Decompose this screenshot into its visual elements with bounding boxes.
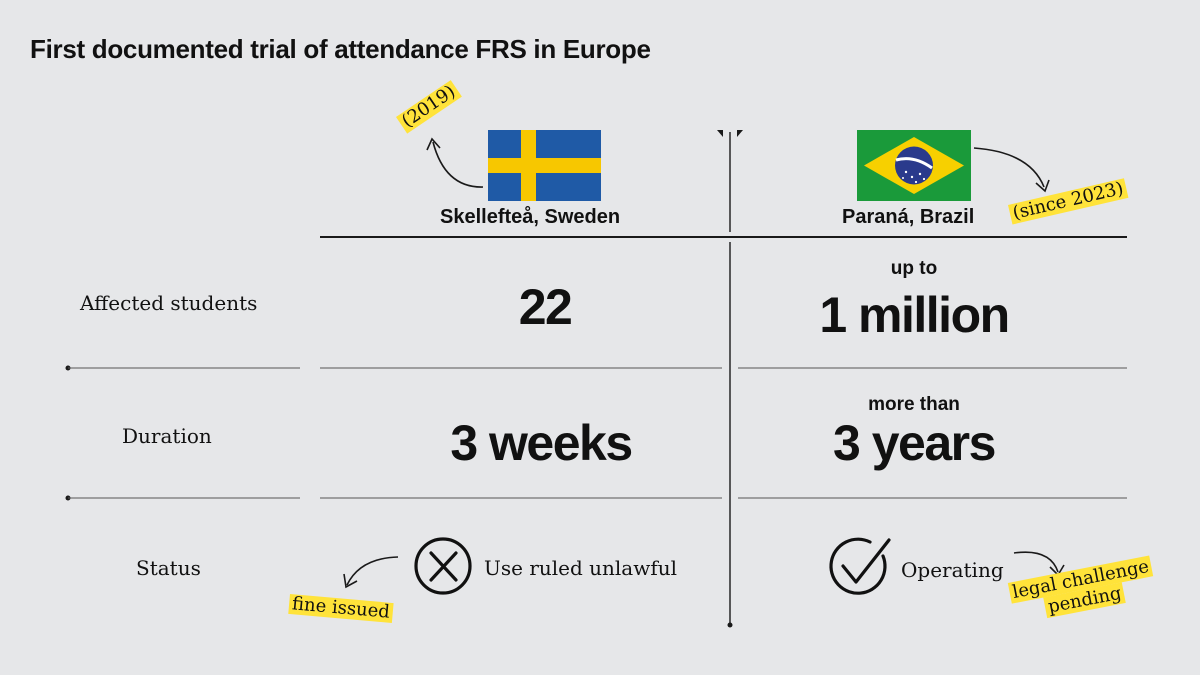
brazil-affected-value: 1 million (819, 287, 1010, 343)
annotation-arrow-legal (1013, 551, 1065, 577)
brazil-affected-prefix: up to (890, 258, 938, 279)
page-title: First documented trial of attendance FRS… (30, 34, 651, 64)
annotation-arrow-2019 (426, 137, 484, 188)
column-divider-end (727, 622, 733, 628)
row-label-duration: Duration (122, 424, 212, 448)
annotation-arrow-fine (343, 556, 399, 589)
sweden-duration-value: 3 weeks (450, 415, 633, 471)
brazil-status-value: Operating (901, 558, 1004, 582)
sweden-affected-value: 22 (518, 279, 573, 335)
annotation-arrow-2023 (973, 147, 1050, 193)
row-label-status: Status (136, 556, 201, 580)
brazil-location: Paraná, Brazil (842, 206, 975, 228)
row-label-affected: Affected students (80, 291, 258, 315)
check-circle-icon (829, 537, 891, 595)
brazil-flag (857, 130, 971, 201)
brazil-duration-value: 3 years (833, 415, 996, 471)
sweden-status-value: Use ruled unlawful (484, 556, 678, 580)
brazil-duration-prefix: more than (868, 394, 960, 415)
divider-arrow-right (737, 130, 743, 137)
sweden-location: Skellefteå, Sweden (440, 206, 621, 228)
x-circle-icon (414, 537, 472, 595)
divider-arrow-left (717, 130, 723, 137)
sweden-flag (488, 130, 601, 201)
